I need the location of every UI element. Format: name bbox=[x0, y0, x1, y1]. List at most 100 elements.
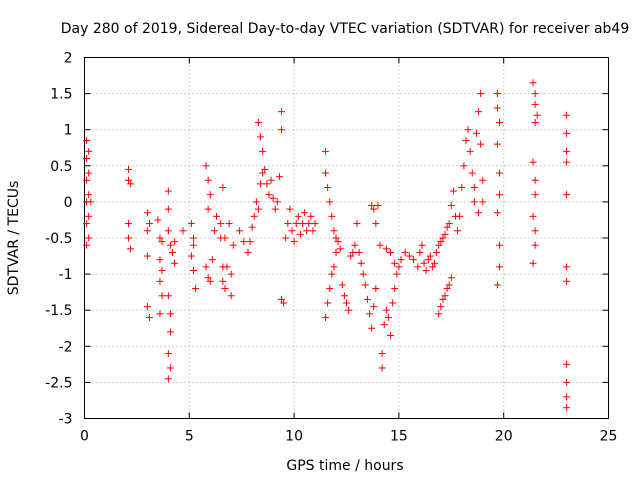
data-point bbox=[328, 212, 336, 220]
data-point bbox=[387, 331, 395, 339]
data-point bbox=[305, 220, 313, 228]
data-point bbox=[416, 248, 424, 256]
data-point bbox=[529, 259, 537, 267]
data-point bbox=[424, 256, 432, 264]
data-point bbox=[208, 256, 216, 264]
data-point bbox=[418, 241, 426, 249]
data-point bbox=[496, 118, 504, 126]
data-point bbox=[449, 187, 457, 195]
data-points bbox=[83, 79, 571, 412]
data-point bbox=[441, 292, 449, 300]
data-point bbox=[496, 241, 504, 249]
data-point bbox=[156, 256, 164, 264]
data-point bbox=[294, 212, 302, 220]
data-point bbox=[468, 169, 476, 177]
data-point bbox=[169, 248, 177, 256]
data-point bbox=[125, 234, 133, 242]
data-point bbox=[368, 202, 376, 210]
data-point bbox=[426, 252, 434, 260]
data-point bbox=[261, 165, 269, 173]
y-tick-label: 1.5 bbox=[50, 87, 72, 103]
data-point bbox=[311, 220, 319, 228]
data-point bbox=[83, 241, 91, 249]
data-point bbox=[158, 266, 166, 274]
data-point bbox=[563, 404, 571, 412]
y-tick-label: -2 bbox=[59, 339, 73, 355]
data-point bbox=[164, 187, 172, 195]
data-point bbox=[244, 248, 252, 256]
data-point bbox=[563, 360, 571, 368]
data-point bbox=[219, 277, 227, 285]
data-point bbox=[298, 220, 306, 228]
data-point bbox=[328, 270, 336, 278]
data-point bbox=[361, 281, 369, 289]
data-point bbox=[83, 137, 91, 145]
y-tick-label: 0.5 bbox=[50, 159, 72, 175]
y-tick-labels: -3 -2.5 -2 -1.5 -1 -0.5 0 0.5 1 1.5 2 bbox=[45, 51, 72, 428]
data-point bbox=[563, 111, 571, 119]
data-point bbox=[563, 158, 571, 166]
data-point bbox=[213, 212, 221, 220]
data-point bbox=[330, 227, 338, 235]
data-point bbox=[164, 227, 172, 235]
data-point bbox=[353, 220, 361, 228]
data-point bbox=[391, 285, 399, 293]
data-point bbox=[563, 263, 571, 271]
data-point bbox=[563, 129, 571, 137]
data-point bbox=[435, 241, 443, 249]
data-point bbox=[531, 176, 539, 184]
data-point bbox=[370, 303, 378, 311]
data-point bbox=[192, 285, 200, 293]
data-point bbox=[278, 295, 286, 303]
data-point bbox=[466, 147, 474, 155]
data-point bbox=[374, 202, 382, 210]
data-point bbox=[166, 310, 174, 318]
data-point bbox=[493, 90, 501, 98]
data-point bbox=[85, 191, 93, 199]
data-point bbox=[340, 292, 348, 300]
data-point bbox=[355, 248, 363, 256]
data-point bbox=[87, 198, 95, 206]
data-point bbox=[428, 263, 436, 271]
data-point bbox=[370, 205, 378, 213]
data-point bbox=[143, 303, 151, 311]
x-tick-label: 15 bbox=[390, 429, 408, 445]
data-point bbox=[166, 364, 174, 372]
data-point bbox=[563, 147, 571, 155]
data-point bbox=[477, 90, 485, 98]
data-point bbox=[563, 277, 571, 285]
chart-title: Day 280 of 2019, Sidereal Day-to-day VTE… bbox=[61, 21, 630, 37]
data-point bbox=[204, 205, 212, 213]
data-point bbox=[156, 277, 164, 285]
data-point bbox=[529, 79, 537, 87]
data-point bbox=[171, 259, 179, 267]
data-point bbox=[143, 227, 151, 235]
data-point bbox=[372, 220, 380, 228]
data-point bbox=[447, 202, 455, 210]
data-point bbox=[387, 248, 395, 256]
data-point bbox=[493, 104, 501, 112]
data-point bbox=[493, 209, 501, 217]
data-point bbox=[127, 245, 135, 253]
data-point bbox=[462, 137, 470, 145]
data-point bbox=[389, 299, 397, 307]
data-point bbox=[401, 248, 409, 256]
data-point bbox=[156, 234, 164, 242]
data-point bbox=[164, 292, 172, 300]
data-point bbox=[322, 313, 330, 321]
data-point bbox=[189, 266, 197, 274]
data-point bbox=[263, 180, 271, 188]
data-point bbox=[259, 147, 267, 155]
data-point bbox=[292, 220, 300, 228]
data-point bbox=[286, 205, 294, 213]
data-point bbox=[85, 147, 93, 155]
data-point bbox=[529, 212, 537, 220]
data-point bbox=[275, 173, 283, 181]
data-point bbox=[282, 234, 290, 242]
data-point bbox=[154, 216, 162, 224]
data-point bbox=[187, 252, 195, 260]
data-point bbox=[531, 90, 539, 98]
data-point bbox=[456, 212, 464, 220]
y-axis-label: SDTVAR / TECUs bbox=[6, 181, 22, 296]
data-point bbox=[273, 198, 281, 206]
